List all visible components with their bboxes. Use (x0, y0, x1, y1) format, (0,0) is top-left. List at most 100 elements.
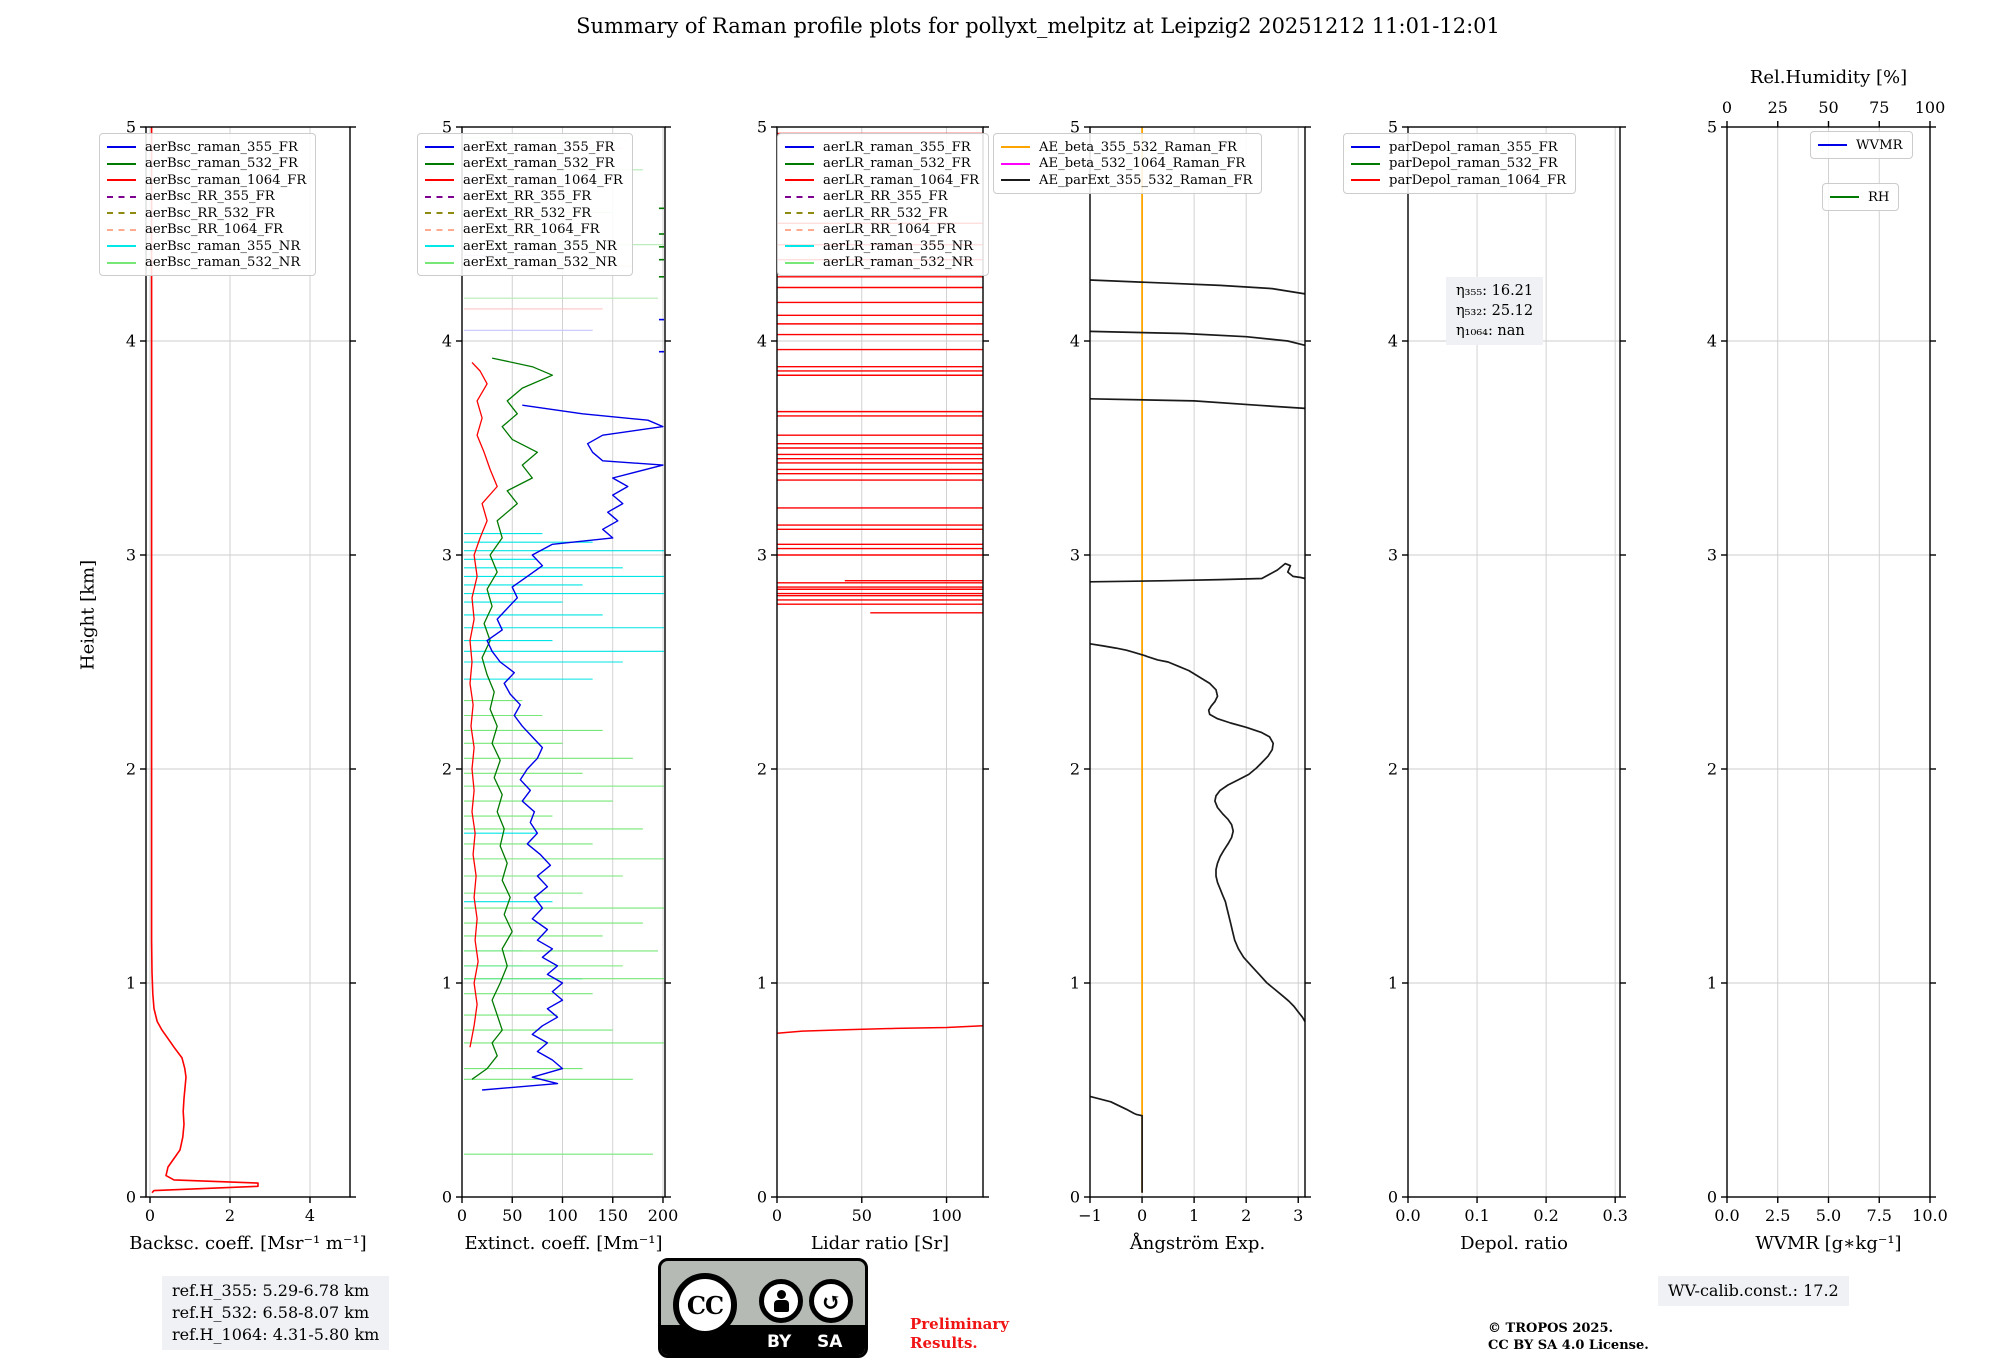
svg-text:25: 25 (1768, 98, 1788, 117)
legend-label: aerLR_raman_532_FR (823, 156, 971, 172)
legend-item: aerBsc_raman_532_NR (107, 255, 306, 272)
legend-line-sample (425, 228, 454, 231)
svg-text:5.0: 5.0 (1816, 1206, 1841, 1225)
svg-text:3: 3 (126, 546, 136, 565)
legend-label: aerExt_RR_355_FR (463, 189, 592, 205)
legend-line-sample (107, 212, 136, 215)
svg-text:10.0: 10.0 (1912, 1206, 1948, 1225)
legend-item: aerLR_raman_532_NR (785, 255, 979, 272)
legend-label: aerBsc_RR_355_FR (145, 189, 275, 205)
svg-text:3: 3 (1707, 546, 1717, 565)
depol-xlabel: Depol. ratio (1460, 1233, 1568, 1254)
svg-text:4: 4 (442, 332, 452, 351)
legend-label: aerExt_RR_1064_FR (463, 222, 600, 238)
svg-text:4: 4 (126, 332, 136, 351)
legend-label: aerBsc_raman_532_NR (145, 255, 301, 271)
legend-line-sample (785, 212, 814, 215)
legend-item: AE_beta_532_1064_Raman_FR (1001, 156, 1252, 173)
legend-line-sample (107, 162, 136, 165)
legend-line-sample (785, 195, 814, 198)
svg-text:5: 5 (1070, 118, 1080, 137)
legend-label: parDepol_raman_532_FR (1389, 156, 1558, 172)
svg-text:0: 0 (145, 1206, 155, 1225)
legend-item: AE_beta_355_532_Raman_FR (1001, 139, 1252, 156)
svg-text:0: 0 (1070, 1188, 1080, 1207)
series-AE_parExt_seg_3.7 (1089, 397, 1306, 410)
legend-line-sample (425, 212, 454, 215)
legend-line-sample (425, 261, 454, 264)
wvmr-legend: WVMR (1810, 131, 1913, 159)
panel-backscatter: 0 1 2 3 4 5 0 2 4 Backsc. coeff. [Msr⁻¹ m⁻¹] aerBs… (99, 118, 367, 1254)
legend-label: aerExt_RR_532_FR (463, 205, 592, 221)
svg-text:2: 2 (1070, 760, 1080, 779)
legend-item: aerLR_RR_1064_FR (785, 222, 979, 239)
svg-text:4: 4 (1707, 332, 1717, 351)
svg-text:3: 3 (1388, 546, 1398, 565)
depol-legend: parDepol_raman_355_FR parDepol_raman_532_… (1343, 133, 1577, 194)
svg-text:0: 0 (1707, 1188, 1717, 1207)
svg-text:0.1: 0.1 (1464, 1206, 1489, 1225)
svg-text:0: 0 (1722, 98, 1732, 117)
legend-label: aerBsc_raman_355_NR (145, 238, 301, 254)
series-AE_parExt_seg_2.9 (1089, 562, 1306, 583)
svg-text:50: 50 (502, 1206, 522, 1225)
legend-item: aerBsc_RR_1064_FR (107, 222, 306, 239)
legend-item: AE_parExt_355_532_Raman_FR (1001, 172, 1252, 189)
copyright-line2: CC BY SA 4.0 License. (1488, 1338, 1649, 1353)
legend-item: aerBsc_raman_532_FR (107, 156, 306, 173)
y-axis-label: Height [km] (77, 559, 99, 671)
svg-text:0.2: 0.2 (1533, 1206, 1558, 1225)
legend-line-sample (1351, 162, 1380, 165)
panel-angstrom: 0 1 2 3 4 5 −1 0 1 2 3 Ångström Exp. AE_beta_355_532… (993, 118, 1311, 1254)
legend-item: aerLR_RR_532_FR (785, 205, 979, 222)
legend-line-sample (1818, 144, 1847, 147)
svg-text:2: 2 (225, 1206, 235, 1225)
svg-text:1: 1 (126, 974, 136, 993)
legend-label: aerLR_RR_532_FR (823, 205, 948, 221)
ref-h-1064: ref.H_1064: 4.31-5.80 km (172, 1325, 380, 1344)
extinction-xlabel: Extinct. coeff. [Mm⁻¹] (464, 1233, 662, 1254)
legend-item: aerExt_raman_355_FR (425, 139, 623, 156)
legend-item: parDepol_raman_355_FR (1351, 139, 1566, 156)
legend-line-sample (1830, 196, 1859, 199)
svg-text:100: 100 (931, 1206, 962, 1225)
legend-item: aerBsc_raman_1064_FR (107, 172, 306, 189)
legend-item: aerExt_raman_532_NR (425, 255, 623, 272)
legend-item: aerExt_raman_532_FR (425, 156, 623, 173)
svg-text:0: 0 (772, 1206, 782, 1225)
legend-label: aerExt_raman_355_NR (463, 238, 617, 254)
legend-label: aerExt_raman_532_FR (463, 156, 615, 172)
legend-label: WVMR (1856, 137, 1903, 153)
legend-label: aerExt_raman_532_NR (463, 255, 617, 271)
legend-line-sample (425, 245, 454, 248)
wv-calib-box: WV-calib.const.: 17.2 (1658, 1276, 1849, 1306)
legend-label: aerLR_raman_1064_FR (823, 172, 980, 188)
figure-title: Summary of Raman profile plots for polly… (576, 14, 1500, 38)
svg-text:−1: −1 (1078, 1206, 1102, 1225)
depol-plot: 0 1 2 3 4 5 0.0 0.1 0.2 0.3 Depol. ratio (1388, 118, 1628, 1255)
svg-text:3: 3 (442, 546, 452, 565)
svg-text:4: 4 (757, 332, 767, 351)
legend-item: aerLR_raman_1064_FR (785, 172, 979, 189)
series-aerExt_raman_1064_FR (469, 361, 498, 1048)
svg-text:5: 5 (126, 118, 136, 137)
svg-text:5: 5 (1388, 118, 1398, 137)
svg-text:100: 100 (1915, 98, 1946, 117)
svg-text:3: 3 (1293, 1206, 1303, 1225)
lidar_ratio-xlabel: Lidar ratio [Sr] (811, 1233, 949, 1254)
person-icon (759, 1279, 803, 1323)
legend-label: aerLR_RR_1064_FR (823, 222, 956, 238)
svg-text:3: 3 (1070, 546, 1080, 565)
legend-item: aerBsc_RR_532_FR (107, 205, 306, 222)
svg-text:50: 50 (1818, 98, 1838, 117)
cc-license-badge: CC ↺ BY SA (658, 1258, 868, 1358)
legend-label: aerBsc_RR_1064_FR (145, 222, 284, 238)
legend-label: aerBsc_raman_532_FR (145, 156, 298, 172)
angstrom-xlabel: Ångström Exp. (1129, 1232, 1265, 1254)
wvmr-plot: 0 1 2 3 4 5 0.0 2.5 5.0 7.5 10.0 0 25 50 75 100 Rel.Humi… (1707, 67, 1948, 1254)
panel-wvmr: 0 1 2 3 4 5 0.0 2.5 5.0 7.5 10.0 0 25 50 75 100 Rel.Humi… (1707, 67, 1948, 1254)
legend-label: aerExt_raman_355_FR (463, 139, 615, 155)
legend-item: RH (1830, 189, 1889, 206)
